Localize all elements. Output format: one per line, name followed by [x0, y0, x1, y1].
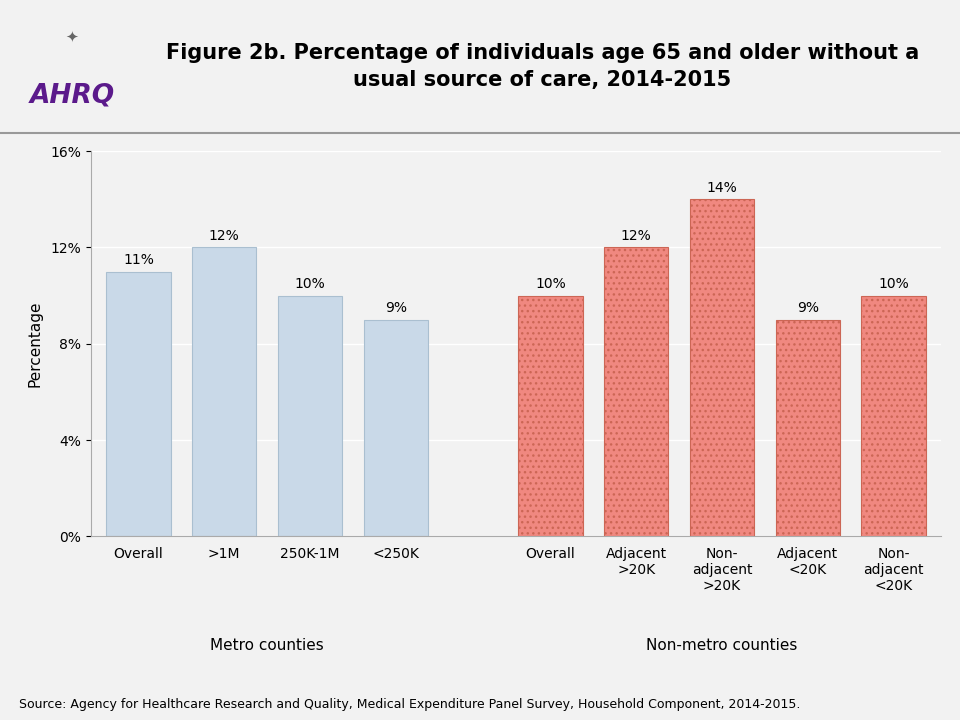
Bar [107, 271, 171, 536]
Text: 14%: 14% [707, 181, 737, 195]
Bar [690, 199, 755, 536]
Text: 11%: 11% [123, 253, 154, 267]
Bar [861, 296, 925, 536]
Text: Metro counties: Metro counties [210, 637, 324, 652]
Text: ✦: ✦ [65, 30, 79, 45]
Bar [192, 248, 256, 536]
Bar [776, 320, 840, 536]
Text: 9%: 9% [797, 302, 819, 315]
Text: Non-metro counties: Non-metro counties [646, 637, 798, 652]
Text: 12%: 12% [621, 229, 652, 243]
Bar [277, 296, 342, 536]
Text: Figure 2b. Percentage of individuals age 65 and older without a
usual source of : Figure 2b. Percentage of individuals age… [166, 43, 919, 90]
Text: 10%: 10% [878, 277, 909, 292]
Text: 12%: 12% [209, 229, 240, 243]
Bar [518, 296, 583, 536]
Text: 10%: 10% [295, 277, 325, 292]
Text: 9%: 9% [385, 302, 407, 315]
Text: Source: Agency for Healthcare Research and Quality, Medical Expenditure Panel Su: Source: Agency for Healthcare Research a… [19, 698, 801, 711]
Bar [604, 248, 668, 536]
Text: 10%: 10% [535, 277, 565, 292]
Bar [364, 320, 428, 536]
Y-axis label: Percentage: Percentage [27, 300, 42, 387]
Text: AHRQ: AHRQ [30, 83, 114, 109]
